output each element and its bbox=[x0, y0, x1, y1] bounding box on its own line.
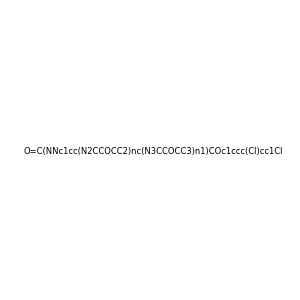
Text: O=C(NNc1cc(N2CCOCC2)nc(N3CCOCC3)n1)COc1ccc(Cl)cc1Cl: O=C(NNc1cc(N2CCOCC2)nc(N3CCOCC3)n1)COc1c… bbox=[24, 147, 284, 156]
